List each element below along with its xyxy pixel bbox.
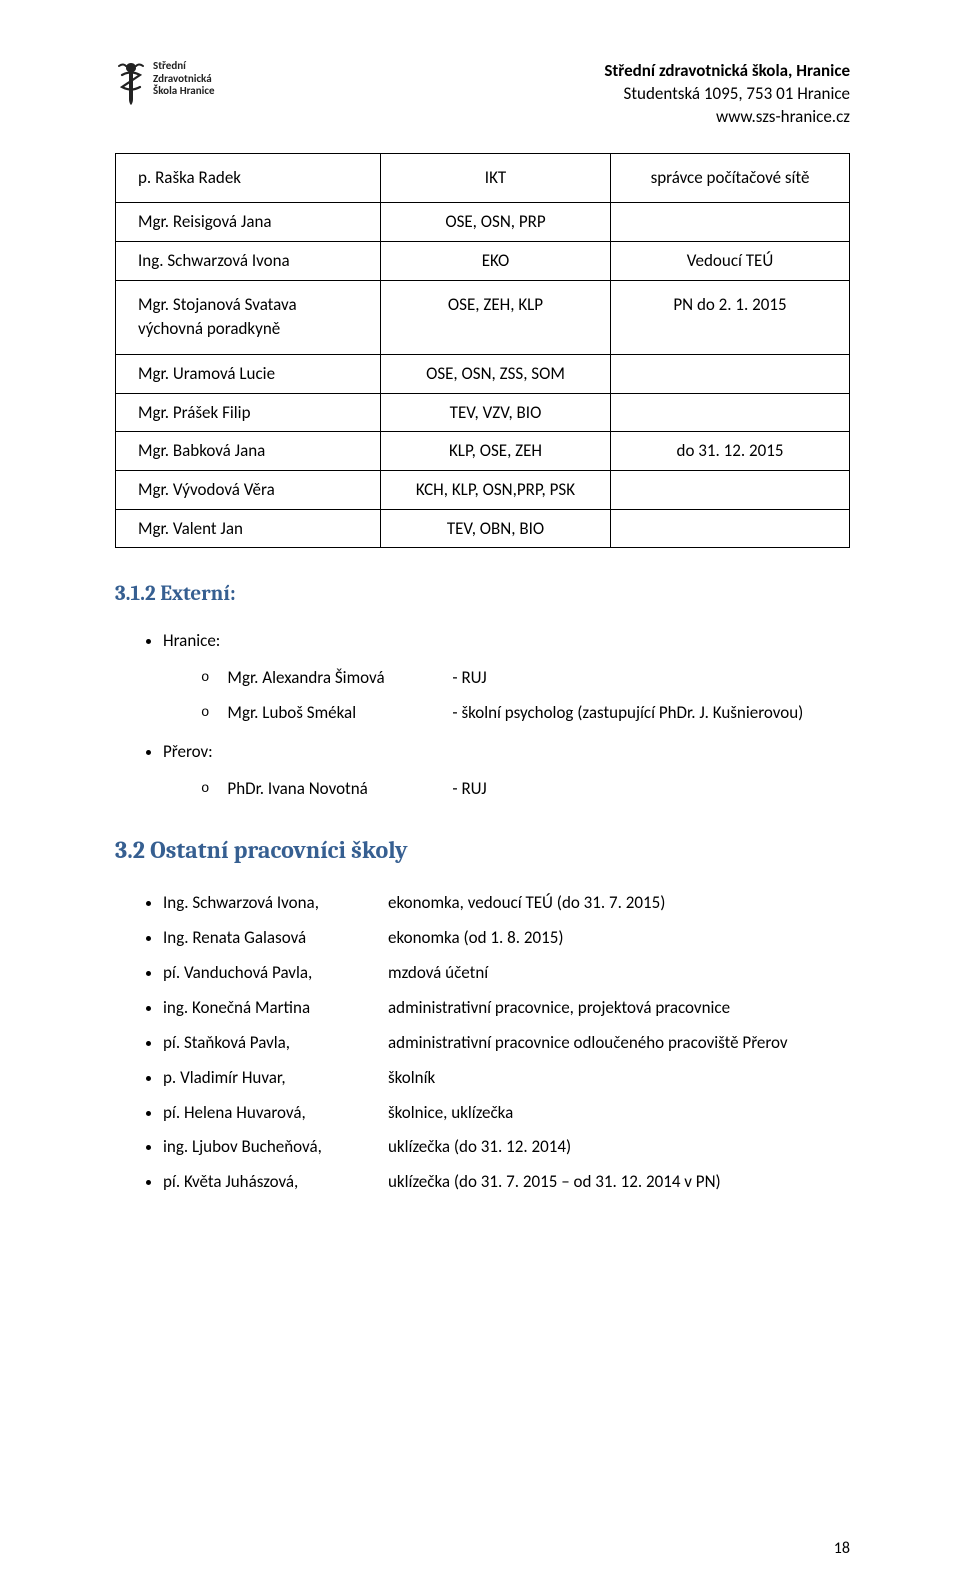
staff-subjects: KLP, OSE, ZEH — [381, 432, 611, 471]
hranice-label: Hranice: — [163, 630, 220, 651]
list-item: Ing. Renata Galasováekonomka (od 1. 8. 2… — [163, 921, 850, 956]
staff-subjects: KCH, KLP, OSN,PRP, PSK — [381, 470, 611, 509]
worker-desc: administrativní pracovnice odloučeného p… — [388, 1032, 788, 1053]
list-item: pí. Staňková Pavla,administrativní praco… — [163, 1026, 850, 1061]
list-item: Mgr. Luboš Smékal- školní psycholog (zas… — [201, 696, 850, 731]
list-item-hranice: Hranice: Mgr. Alexandra Šimová- RUJMgr. … — [163, 624, 850, 731]
list-item-prerov: Přerov: PhDr. Ivana Novotná- RUJ — [163, 735, 850, 807]
staff-subjects: TEV, OBN, BIO — [381, 509, 611, 548]
staff-name: Mgr. Reisigová Jana — [116, 203, 381, 242]
worker-name: Ing. Schwarzová Ivona, — [163, 886, 388, 921]
list-item: ing. Konečná Martinaadministrativní prac… — [163, 991, 850, 1026]
person-name: PhDr. Ivana Novotná — [227, 772, 452, 807]
staff-note — [611, 509, 850, 548]
worker-name: p. Vladimír Huvar, — [163, 1061, 388, 1096]
worker-name: ing. Konečná Martina — [163, 991, 388, 1026]
staff-note — [611, 393, 850, 432]
staff-subjects: TEV, VZV, BIO — [381, 393, 611, 432]
staff-name: Mgr. Babková Jana — [116, 432, 381, 471]
worker-desc: školnice, uklízečka — [388, 1102, 513, 1123]
worker-name: pí. Helena Huvarová, — [163, 1096, 388, 1131]
list-item: pí. Květa Juhászová,uklízečka (do 31. 7.… — [163, 1165, 850, 1200]
worker-desc: ekonomka, vedoucí TEÚ (do 31. 7. 2015) — [388, 892, 665, 913]
worker-name: pí. Staňková Pavla, — [163, 1026, 388, 1061]
table-row: Mgr. Prášek FilipTEV, VZV, BIO — [116, 393, 850, 432]
worker-desc: školník — [388, 1067, 435, 1088]
staff-name: p. Raška Radek — [116, 153, 381, 203]
staff-note: Vedoucí TEÚ — [611, 242, 850, 281]
staff-note — [611, 470, 850, 509]
section-heading-workers: 3.2 Ostatní pracovníci školy — [115, 836, 850, 864]
staff-note — [611, 355, 850, 394]
staff-subjects: OSE, OSN, ZSS, SOM — [381, 355, 611, 394]
logo-icon — [115, 60, 147, 108]
hranice-sublist: Mgr. Alexandra Šimová- RUJMgr. Luboš Smé… — [163, 661, 850, 731]
staff-note — [611, 203, 850, 242]
list-item: PhDr. Ivana Novotná- RUJ — [201, 772, 850, 807]
person-name: Mgr. Alexandra Šimová — [227, 661, 452, 696]
page-header: Střední Zdravotnická Škola Hranice Střed… — [115, 60, 850, 129]
table-row: Mgr. Babková JanaKLP, OSE, ZEHdo 31. 12.… — [116, 432, 850, 471]
table-row: p. Raška RadekIKTsprávce počítačové sítě — [116, 153, 850, 203]
worker-name: pí. Květa Juhászová, — [163, 1165, 388, 1200]
page: Střední Zdravotnická Škola Hranice Střed… — [0, 0, 960, 1586]
staff-note: správce počítačové sítě — [611, 153, 850, 203]
org-name: Střední zdravotnická škola, Hranice — [604, 60, 850, 83]
prerov-sublist: PhDr. Ivana Novotná- RUJ — [163, 772, 850, 807]
table-row: Mgr. Stojanová Svatavavýchovná poradkyně… — [116, 280, 850, 354]
list-item: Ing. Schwarzová Ivona,ekonomka, vedoucí … — [163, 886, 850, 921]
person-role: - RUJ — [452, 661, 850, 696]
table-row: Mgr. Valent JanTEV, OBN, BIO — [116, 509, 850, 548]
header-address: Střední zdravotnická škola, Hranice Stud… — [604, 60, 850, 129]
table-row: Mgr. Uramová LucieOSE, OSN, ZSS, SOM — [116, 355, 850, 394]
staff-name: Ing. Schwarzová Ivona — [116, 242, 381, 281]
person-role: - školní psycholog (zastupující PhDr. J.… — [452, 696, 850, 731]
list-item: pí. Helena Huvarová,školnice, uklízečka — [163, 1096, 850, 1131]
person-name: Mgr. Luboš Smékal — [227, 696, 452, 731]
staff-name: Mgr. Prášek Filip — [116, 393, 381, 432]
worker-desc: uklízečka (do 31. 12. 2014) — [388, 1136, 571, 1157]
staff-subjects: EKO — [381, 242, 611, 281]
staff-name: Mgr. Vývodová Věra — [116, 470, 381, 509]
staff-name: Mgr. Valent Jan — [116, 509, 381, 548]
list-item: Mgr. Alexandra Šimová- RUJ — [201, 661, 850, 696]
prerov-label: Přerov: — [163, 741, 213, 762]
logo-text: Střední Zdravotnická Škola Hranice — [153, 60, 214, 98]
worker-name: pí. Vanduchová Pavla, — [163, 956, 388, 991]
staff-table: p. Raška RadekIKTsprávce počítačové sítě… — [115, 153, 850, 548]
workers-list: Ing. Schwarzová Ivona,ekonomka, vedoucí … — [115, 886, 850, 1200]
worker-name: ing. Ljubov Bucheňová, — [163, 1130, 388, 1165]
logo-text-line: Střední — [153, 60, 214, 73]
worker-desc: administrativní pracovnice, projektová p… — [388, 997, 730, 1018]
list-item: ing. Ljubov Bucheňová,uklízečka (do 31. … — [163, 1130, 850, 1165]
staff-subjects: IKT — [381, 153, 611, 203]
section-heading-external: 3.1.2 Externí: — [115, 582, 850, 606]
list-item: p. Vladimír Huvar,školník — [163, 1061, 850, 1096]
logo-text-line: Škola Hranice — [153, 85, 214, 98]
table-row: Mgr. Vývodová VěraKCH, KLP, OSN,PRP, PSK — [116, 470, 850, 509]
logo: Střední Zdravotnická Škola Hranice — [115, 60, 214, 108]
org-address: Studentská 1095, 753 01 Hranice — [604, 83, 850, 106]
person-role: - RUJ — [452, 772, 850, 807]
org-website: www.szs-hranice.cz — [604, 106, 850, 129]
page-number: 18 — [834, 1539, 850, 1558]
worker-desc: mzdová účetní — [388, 962, 488, 983]
staff-name: Mgr. Stojanová Svatavavýchovná poradkyně — [116, 280, 381, 354]
list-item: pí. Vanduchová Pavla,mzdová účetní — [163, 956, 850, 991]
worker-name: Ing. Renata Galasová — [163, 921, 388, 956]
staff-name: Mgr. Uramová Lucie — [116, 355, 381, 394]
table-row: Ing. Schwarzová IvonaEKOVedoucí TEÚ — [116, 242, 850, 281]
staff-subjects: OSE, ZEH, KLP — [381, 280, 611, 354]
external-list: Hranice: Mgr. Alexandra Šimová- RUJMgr. … — [115, 624, 850, 806]
worker-desc: uklízečka (do 31. 7. 2015 – od 31. 12. 2… — [388, 1171, 721, 1192]
staff-note: PN do 2. 1. 2015 — [611, 280, 850, 354]
staff-subjects: OSE, OSN, PRP — [381, 203, 611, 242]
staff-note: do 31. 12. 2015 — [611, 432, 850, 471]
table-row: Mgr. Reisigová JanaOSE, OSN, PRP — [116, 203, 850, 242]
worker-desc: ekonomka (od 1. 8. 2015) — [388, 927, 564, 948]
